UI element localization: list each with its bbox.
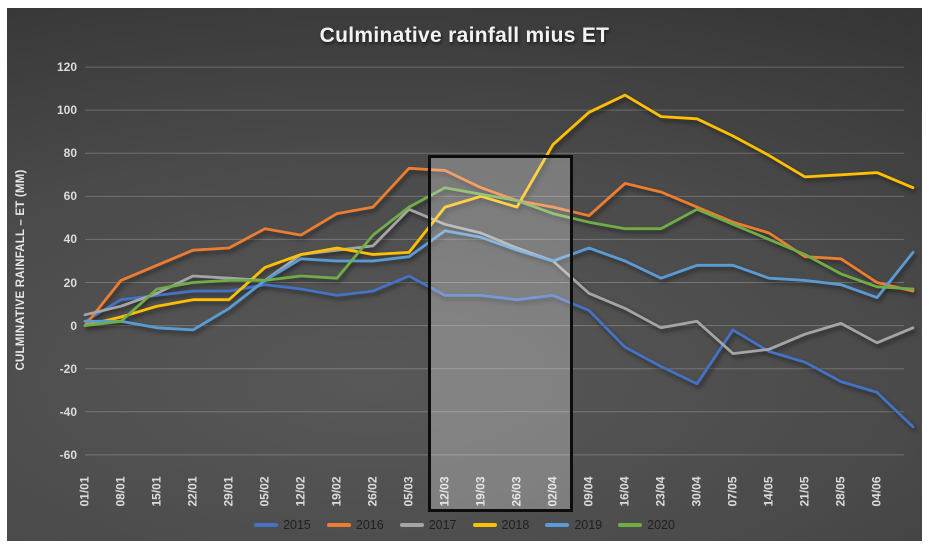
x-tick-label: 16/04 <box>617 476 632 507</box>
x-tick-label: 29/01 <box>221 476 236 507</box>
series-line-2017[interactable] <box>83 207 915 356</box>
legend-item-2019[interactable]: 2019 <box>545 518 602 532</box>
y-tick-label: 0 <box>70 318 77 333</box>
legend-label: 2015 <box>283 518 311 532</box>
legend-label: 2019 <box>574 518 603 532</box>
legend-item-2016[interactable]: 2016 <box>326 518 384 532</box>
x-tick-label: 05/03 <box>401 476 416 507</box>
x-tick-label: 15/01 <box>149 476 164 507</box>
x-tick-label: 26/02 <box>365 476 380 507</box>
y-tick-label: 60 <box>63 189 77 204</box>
highlight-box-shape[interactable] <box>428 155 573 512</box>
x-tick-label: 14/05 <box>761 476 776 507</box>
legend-label: 2016 <box>355 518 384 532</box>
x-tick-label: 19/02 <box>329 476 344 507</box>
plot-area <box>83 66 915 456</box>
legend-swatch-icon <box>545 523 570 527</box>
series-line-2016[interactable] <box>83 166 915 328</box>
x-tick-label: 23/04 <box>653 476 668 507</box>
legend-label: 2017 <box>428 518 457 532</box>
legend-swatch-icon <box>399 523 424 527</box>
legend-swatch-icon <box>326 523 351 527</box>
y-tick-label: -60 <box>59 447 77 462</box>
legend-label: 2020 <box>647 518 675 532</box>
series-line-2015[interactable] <box>83 274 915 429</box>
legend-label: 2018 <box>501 518 530 532</box>
series-line-2019[interactable] <box>83 229 915 332</box>
series-line-2020[interactable] <box>83 186 915 328</box>
legend-item-2020[interactable]: 2020 <box>618 518 675 532</box>
y-tick-label: 40 <box>63 232 77 247</box>
legend-swatch-icon <box>472 523 497 527</box>
legend-item-2015[interactable]: 2015 <box>254 518 311 532</box>
x-tick-label: 01/01 <box>77 476 92 507</box>
y-tick-label: 80 <box>63 146 77 161</box>
x-tick-label: 07/05 <box>725 476 740 507</box>
chart-title: Culminative rainfall mius ET <box>319 24 610 47</box>
chart-panel[interactable]: Culminative rainfall mius ET CULMINATIVE… <box>7 8 922 541</box>
y-tick-label: 120 <box>56 60 77 75</box>
x-tick-label: 12/02 <box>293 476 308 507</box>
series-line-2018[interactable] <box>83 93 915 328</box>
x-tick-label: 22/01 <box>185 476 200 507</box>
x-tick-label: 08/01 <box>113 476 128 507</box>
x-tick-label: 05/02 <box>257 476 272 507</box>
y-tick-label: -40 <box>59 404 77 419</box>
chart-legend: 2015 2016 2017 2018 2019 2020 <box>7 518 922 532</box>
x-tick-label: 09/04 <box>581 476 596 507</box>
legend-item-2018[interactable]: 2018 <box>472 518 530 532</box>
legend-item-2017[interactable]: 2017 <box>399 518 457 532</box>
legend-swatch-icon <box>254 523 279 527</box>
x-tick-label: 04/06 <box>869 476 884 507</box>
x-tick-label: 30/04 <box>689 476 704 507</box>
y-tick-label: 20 <box>63 275 77 290</box>
y-tick-label: 100 <box>56 103 77 118</box>
legend-swatch-icon <box>618 523 643 527</box>
x-tick-label: 28/05 <box>833 476 848 507</box>
series-lines <box>83 93 915 429</box>
y-tick-label: -20 <box>59 361 77 376</box>
x-tick-label: 21/05 <box>797 476 812 507</box>
